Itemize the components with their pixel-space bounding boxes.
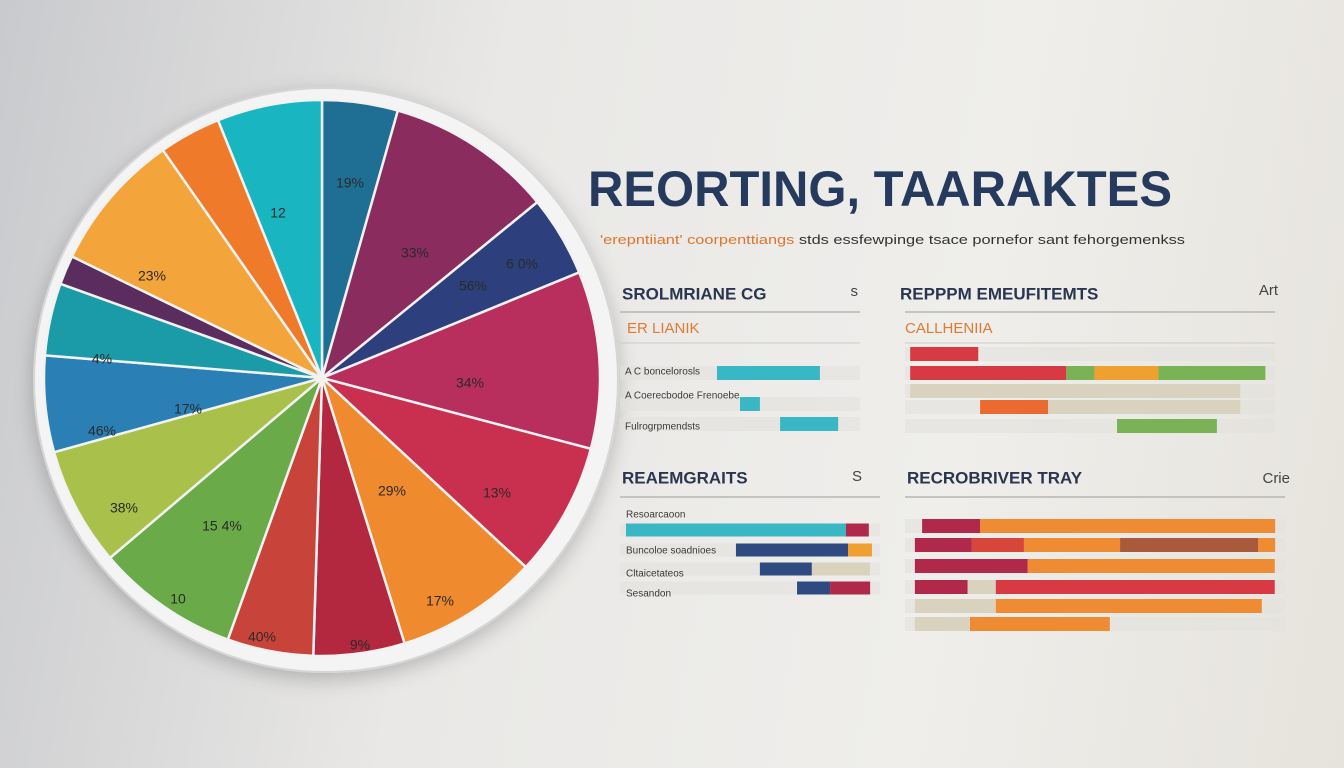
- bar-segment: [910, 384, 1241, 398]
- bar-segment: [969, 617, 1110, 631]
- bar-segment: [914, 538, 972, 552]
- pie-slice: [52, 376, 323, 560]
- bar-segment: [797, 581, 831, 595]
- bar-segment: [1027, 559, 1275, 573]
- bar-segment: [1120, 538, 1259, 552]
- bar-segment: [914, 580, 968, 594]
- bar-segment: [980, 519, 1276, 533]
- bar-segment: [735, 543, 849, 557]
- bar-segment: [971, 538, 1024, 552]
- slice-label: 29%: [378, 483, 406, 499]
- pie-slice: [216, 98, 324, 379]
- bar-segment: [830, 581, 871, 595]
- bar-segment: [1066, 366, 1095, 380]
- panel-subtitle: ER LIANIK: [627, 320, 700, 337]
- slice-label: 38%: [110, 500, 138, 516]
- bar-segment: [1023, 538, 1121, 552]
- pie-slice: [319, 373, 528, 646]
- bar-segment: [848, 543, 872, 557]
- bar-label: Fulrogrpmendsts: [625, 422, 700, 433]
- bar-segment: [811, 562, 870, 576]
- bar-segment: [1048, 400, 1241, 414]
- bar-segment: [910, 347, 979, 361]
- subtitle-highlight: 'erepntiiant' coorpenttiangs: [600, 232, 795, 247]
- bar-label: A C boncelorosls: [625, 367, 700, 378]
- slice-label: 17%: [174, 401, 202, 417]
- bar-segment: [967, 580, 996, 594]
- slice-label: 23%: [138, 268, 166, 284]
- panel-title: RECROBRIVER TRAY: [907, 468, 1083, 487]
- panel-title-right: Crie: [1262, 470, 1290, 487]
- panel-title-right: s: [851, 283, 859, 300]
- pie-slice: [319, 109, 540, 382]
- bar-segment: [995, 599, 1262, 613]
- pie-slice: [318, 270, 602, 451]
- pie-slice: [70, 148, 326, 382]
- bar-segment: [780, 417, 839, 431]
- bar-segment: [1158, 366, 1266, 380]
- slice-label: 4%: [92, 351, 112, 367]
- slice-label: 10: [170, 591, 186, 607]
- bar-label: Cltaicetateos: [626, 569, 684, 580]
- slice-label: 34%: [456, 375, 484, 391]
- panel-title-right: Art: [1259, 282, 1279, 299]
- bar-segment: [980, 400, 1049, 414]
- bar-segment: [914, 559, 1028, 573]
- panel-subtitle: CALLHENIIA: [905, 320, 993, 337]
- bar-segment: [1117, 419, 1217, 433]
- bar-segment: [759, 562, 812, 576]
- slice-label: 13%: [483, 485, 511, 501]
- bar-segment: [625, 523, 846, 537]
- bar-label: A Coerecbodoe Frenoebe: [625, 391, 740, 402]
- slice-label: 33%: [401, 245, 429, 261]
- title: REORTING, TAARAKTES: [588, 161, 1172, 217]
- bar-label: Buncoloe soadnioes: [626, 546, 716, 557]
- bar-segment: [1258, 538, 1276, 552]
- bar-label: Sesandon: [626, 589, 671, 600]
- slice-label: 19%: [336, 175, 364, 191]
- slice-label: 12: [270, 205, 286, 221]
- pie-slice: [108, 374, 325, 642]
- bar-segment: [922, 519, 981, 533]
- pie-slice: [321, 376, 593, 569]
- panel-title: REAEMGRAITS: [622, 468, 748, 487]
- slice-label: 9%: [350, 637, 370, 653]
- bar-label: Resoarcaoon: [626, 510, 685, 521]
- bar-segment: [716, 366, 820, 380]
- bar-track: [905, 347, 1275, 361]
- bar-segment: [740, 397, 760, 411]
- bar-segment: [914, 599, 996, 613]
- slice-label: 6 0%: [506, 256, 538, 272]
- panel-title-right: S: [852, 468, 862, 485]
- slice-label: 40%: [248, 629, 276, 645]
- panel-title: SROLMRIANE CG: [622, 284, 767, 303]
- subtitle-text: stds essfewpinge tsace pornefor sant feh…: [799, 232, 1186, 247]
- bar-segment: [914, 617, 970, 631]
- bar-segment: [1094, 366, 1159, 380]
- subtitle: 'erepntiiant' coorpenttiangs stds essfew…: [600, 232, 1186, 247]
- slice-label: 46%: [88, 423, 116, 439]
- slice-label: 15 4%: [202, 518, 242, 534]
- bar-segment: [910, 366, 1067, 380]
- slice-label: 17%: [426, 593, 454, 609]
- slice-label: 56%: [459, 278, 487, 294]
- bar-segment: [845, 523, 869, 537]
- panel-title: REPPPM EMEUFITEMTS: [900, 284, 1098, 303]
- bar-track: [905, 419, 1275, 433]
- bar-segment: [995, 580, 1275, 594]
